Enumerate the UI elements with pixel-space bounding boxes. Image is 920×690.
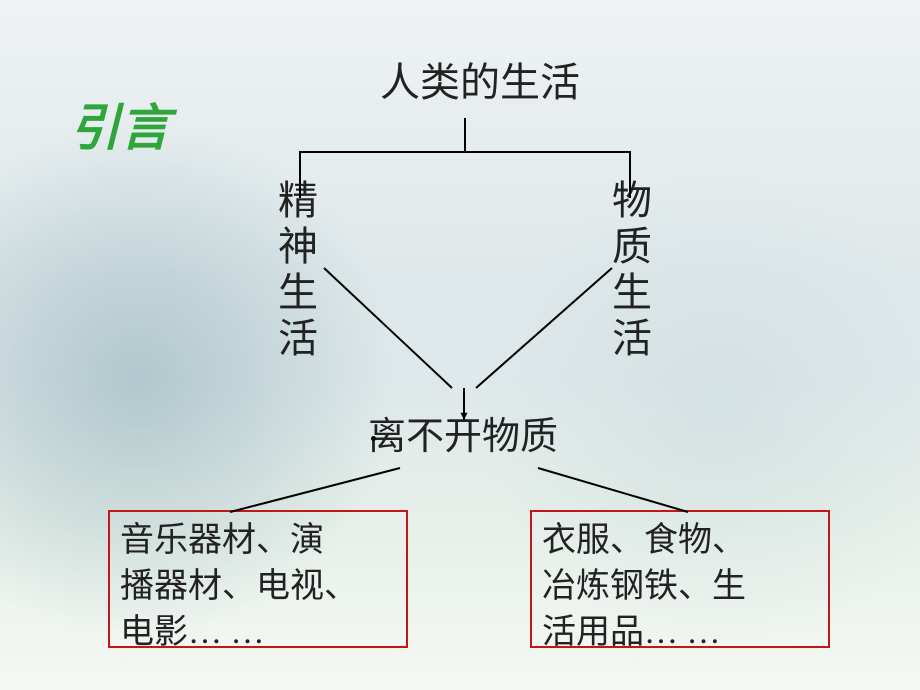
box-left-line0: 音乐器材、演 — [120, 518, 396, 564]
node-right: 物 质 生 活 — [612, 180, 652, 364]
node-left-ch0: 精 — [278, 180, 318, 222]
box-right-line1: 冶炼钢铁、生 — [542, 564, 818, 610]
node-root-text: 人类的生活 — [380, 60, 580, 105]
node-right-ch2: 生 — [612, 272, 652, 314]
box-right-line2: 活用品… … — [542, 610, 818, 656]
box-right: 衣服、食物、 冶炼钢铁、生 活用品… … — [530, 510, 830, 648]
node-left-ch3: 活 — [278, 318, 318, 360]
node-left-ch2: 生 — [278, 272, 318, 314]
node-root: 人类的生活 — [380, 62, 580, 104]
node-left-ch1: 神 — [278, 226, 318, 268]
box-right-line0: 衣服、食物、 — [542, 518, 818, 564]
title-text: 引言 — [70, 100, 170, 156]
box-left-line2: 电影… … — [120, 610, 396, 656]
center-dot-icon — [371, 436, 376, 441]
node-center: 离不开物质 — [368, 418, 558, 458]
node-right-ch1: 质 — [612, 226, 652, 268]
node-right-ch0: 物 — [612, 180, 652, 222]
title-introduction: 引言 — [70, 88, 170, 160]
node-center-text: 离不开物质 — [368, 416, 558, 458]
box-left-line1: 播器材、电视、 — [120, 564, 396, 610]
node-left: 精 神 生 活 — [278, 180, 318, 364]
box-left: 音乐器材、演 播器材、电视、 电影… … — [108, 510, 408, 648]
node-right-ch3: 活 — [612, 318, 652, 360]
